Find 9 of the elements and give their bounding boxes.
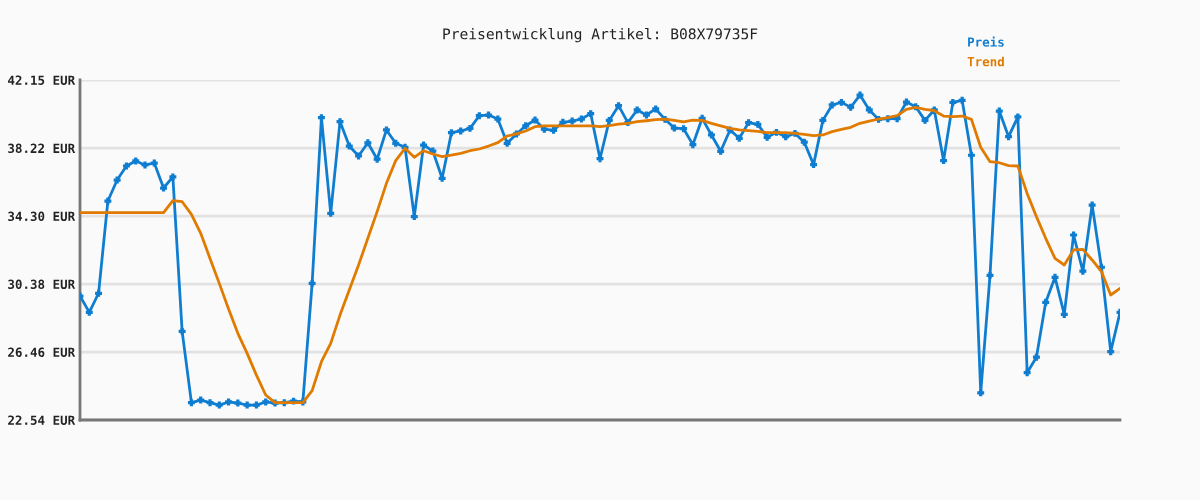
y-tick-label: 38.22 EUR bbox=[8, 143, 76, 154]
chart-title: Preisentwicklung Artikel: B08X79735F bbox=[443, 28, 758, 43]
y-tick-label: 26.46 EUR bbox=[8, 347, 76, 357]
text: Preis bbox=[968, 36, 1004, 47]
y-tick-label: 22.54 EUR bbox=[8, 415, 76, 425]
y-tick-label: 34.30 EUR bbox=[8, 211, 76, 222]
y-tick-label: 42.15 EUR bbox=[8, 75, 76, 85]
y-tick-label: 30.38 EUR bbox=[8, 279, 76, 289]
text: Trend bbox=[967, 56, 1004, 67]
